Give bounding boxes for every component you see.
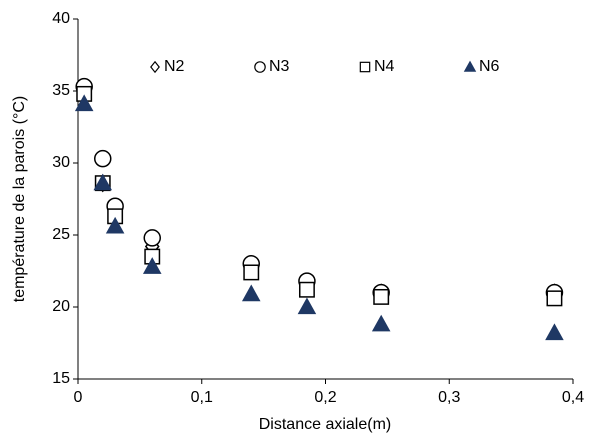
y-axis-label: température de la parois (°C) xyxy=(11,96,28,302)
legend-label: N2 xyxy=(164,58,185,75)
point xyxy=(143,229,161,247)
y-tick-label: 15 xyxy=(52,370,70,387)
y-tick-label: 30 xyxy=(52,154,70,171)
point xyxy=(546,290,563,307)
point xyxy=(93,173,113,191)
x-tick-label: 0,2 xyxy=(314,389,336,406)
y-tick-label: 40 xyxy=(52,10,70,27)
point xyxy=(298,281,315,298)
point xyxy=(297,297,317,315)
point xyxy=(142,257,162,274)
x-tick-label: 0,3 xyxy=(438,389,460,406)
x-tick-label: 0,4 xyxy=(562,389,584,406)
point xyxy=(94,149,112,168)
legend-marker xyxy=(359,61,371,73)
y-tick-label: 35 xyxy=(52,82,70,99)
point xyxy=(243,264,260,281)
x-tick-label: 0,1 xyxy=(191,389,213,406)
point xyxy=(373,288,390,305)
legend-label: N3 xyxy=(269,58,290,75)
y-tick-label: 20 xyxy=(52,298,70,315)
point xyxy=(241,284,261,302)
legend-marker xyxy=(254,61,266,73)
point xyxy=(371,314,391,332)
x-axis-label: Distance axiale(m) xyxy=(259,416,391,433)
legend-marker xyxy=(463,60,477,72)
y-tick-label: 25 xyxy=(52,226,70,243)
legend-label: N4 xyxy=(374,58,395,75)
point xyxy=(545,323,564,341)
x-tick-label: 0 xyxy=(74,389,83,406)
point xyxy=(74,94,94,112)
point xyxy=(105,216,125,234)
legend-label: N6 xyxy=(479,58,500,75)
legend-marker xyxy=(150,60,160,74)
